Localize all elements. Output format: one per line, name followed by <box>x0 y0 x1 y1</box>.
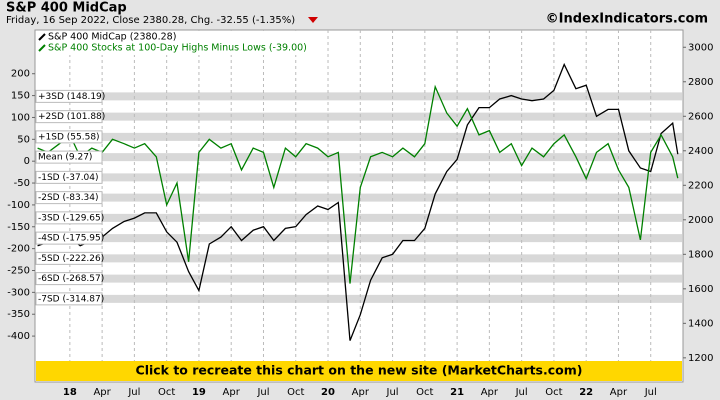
sd-label-bg <box>35 231 103 245</box>
y-tick-label: 200 <box>11 69 30 80</box>
chart-title: S&P 400 MidCap <box>6 1 127 16</box>
y2-tick-label: 1400 <box>688 318 713 329</box>
y2-tick-label: 3000 <box>688 42 713 53</box>
sd-label: -5SD (-222.26) <box>38 254 104 264</box>
sd-label: -2SD (-83.34) <box>38 193 99 203</box>
sd-label-bg <box>35 292 103 306</box>
y2-tick-label: 2000 <box>688 215 713 226</box>
x-tick-label: Jul <box>127 387 140 398</box>
x-tick-label: Oct <box>416 387 433 398</box>
labels: +3SD (148.19) +2SD (101.88) +1SD (55.58) Me… <box>7 31 713 398</box>
y2-tick-label: 2200 <box>688 180 713 191</box>
x-tick-label: Jul <box>515 387 528 398</box>
y-tick-label: -200 <box>7 244 30 255</box>
y2-tick-label: 2600 <box>688 111 713 122</box>
y-tick-label: -150 <box>7 222 30 233</box>
x-tick-label: Apr <box>610 387 628 398</box>
sd-label-bg <box>35 211 103 225</box>
y-tick-label: -250 <box>7 265 30 276</box>
legend-swatch <box>38 44 46 52</box>
banner-bg[interactable] <box>36 361 682 381</box>
y-tick-label: 100 <box>11 112 30 123</box>
x-tick-label: 22 <box>579 387 593 398</box>
x-tick-label: Oct <box>158 387 175 398</box>
sd-label: +2SD (101.88) <box>38 112 105 122</box>
sd-band <box>36 92 682 101</box>
y-tick-label: 50 <box>17 134 30 145</box>
banner[interactable]: Click to recreate this chart on the new … <box>136 363 583 378</box>
lines <box>37 62 679 341</box>
chart-subtitle: Friday, 16 Sep 2022, Close 2380.28, Chg.… <box>6 15 295 26</box>
sd-band <box>36 294 682 303</box>
series-line <box>37 62 679 341</box>
x-tick-label: Apr <box>93 387 111 398</box>
sd-band <box>36 132 682 141</box>
x-tick-label: Jul <box>256 387 269 398</box>
sd-label-bg <box>35 170 103 184</box>
x-tick-label: Jul <box>644 387 657 398</box>
sd-band <box>36 112 682 121</box>
y-tick-label: -400 <box>7 331 30 342</box>
series-line <box>37 84 679 284</box>
sd-label: -4SD (-175.95) <box>38 234 104 244</box>
x-tick-label: Apr <box>352 387 370 398</box>
sd-label: -1SD (-37.04) <box>38 173 99 183</box>
sd-label: -3SD (-129.65) <box>38 213 104 223</box>
x-tick-label: 18 <box>63 387 77 398</box>
sd-band <box>36 173 682 182</box>
y-tick-label: 150 <box>11 91 30 102</box>
sd-band <box>36 213 682 222</box>
sd-label-bg <box>35 150 103 164</box>
sd-band <box>36 274 682 283</box>
y2-tick-label: 1600 <box>688 284 713 295</box>
sd-label: -7SD (-314.87) <box>38 294 104 304</box>
x-tick-label: 19 <box>192 387 206 398</box>
sd-label: +3SD (148.19) <box>38 92 105 102</box>
x-tick-label: Oct <box>545 387 562 398</box>
legend-label: S&P 400 MidCap (2380.28) <box>48 32 176 43</box>
x-tick-label: 20 <box>321 387 335 398</box>
sd-label-bg <box>35 89 103 103</box>
x-tick-label: Jul <box>386 387 399 398</box>
sd-band <box>36 153 682 162</box>
sd-band <box>36 234 682 243</box>
legend-label: S&P 400 Stocks at 100-Day Highs Minus Lo… <box>48 43 307 54</box>
plot-area <box>34 29 684 383</box>
sd-label-bg <box>35 110 103 124</box>
sd-label: Mean (9.27) <box>38 153 92 163</box>
sd-band <box>36 254 682 263</box>
y2-tick-label: 2800 <box>688 77 713 88</box>
y-tick-label: -50 <box>14 178 30 189</box>
y2-tick-label: 1200 <box>688 353 713 364</box>
x-tick-label: 21 <box>450 387 464 398</box>
sd-label-bg <box>35 272 103 286</box>
y-tick-label: -100 <box>7 200 30 211</box>
legend-swatch <box>38 33 46 41</box>
sd-label-bg <box>35 130 103 144</box>
legend-bg <box>36 31 304 55</box>
sd-label: +1SD (55.58) <box>38 132 100 142</box>
source: ©IndexIndicators.com <box>546 12 708 27</box>
y-tick-label: -350 <box>7 309 30 320</box>
sd-label: -6SD (-268.57) <box>38 274 104 284</box>
x-tick-label: Oct <box>287 387 304 398</box>
x-tick-label: Apr <box>481 387 499 398</box>
y-tick-label: 0 <box>24 156 30 167</box>
y2-tick-label: 1800 <box>688 249 713 260</box>
down-arrow <box>308 17 318 23</box>
x-tick-label: Apr <box>223 387 241 398</box>
y-tick-label: -300 <box>7 287 30 298</box>
sd-label-bg <box>35 251 103 265</box>
sd-label-bg <box>35 191 103 205</box>
y2-tick-label: 2400 <box>688 146 713 157</box>
